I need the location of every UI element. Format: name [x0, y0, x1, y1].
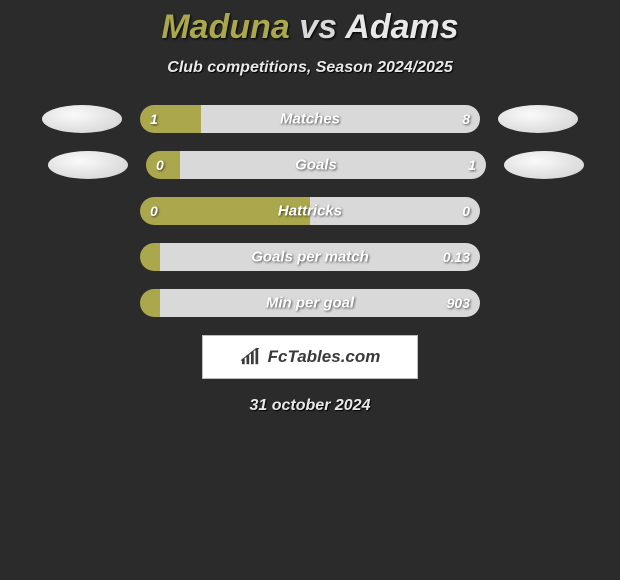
bar-chart-icon [240, 348, 262, 366]
page-title: Maduna vs Adams [0, 8, 620, 47]
spacer [498, 289, 578, 317]
stat-right-value: 8 [462, 111, 470, 127]
stat-label: Goals per match [251, 249, 369, 266]
player1-badge [48, 151, 128, 179]
player1-name: Maduna [161, 8, 289, 46]
stat-label: Goals [295, 157, 337, 174]
spacer [498, 243, 578, 271]
subtitle: Club competitions, Season 2024/2025 [0, 59, 620, 77]
stat-right-value: 0 [462, 203, 470, 219]
stat-row: Matches 1 8 [0, 105, 620, 133]
stat-right-value: 1 [468, 157, 476, 173]
stat-row: Goals 0 1 [0, 151, 620, 179]
date-text: 31 october 2024 [0, 397, 620, 415]
vs-text: vs [299, 8, 337, 46]
stat-row: Goals per match 0.13 [0, 243, 620, 271]
player1-badge [42, 105, 122, 133]
bar-right-fill [201, 105, 480, 133]
stat-label: Hattricks [278, 203, 342, 220]
stat-bar: Goals per match 0.13 [140, 243, 480, 271]
spacer [42, 243, 122, 271]
stat-row: Hattricks 0 0 [0, 197, 620, 225]
player2-name: Adams [345, 8, 458, 46]
spacer [42, 197, 122, 225]
spacer [42, 289, 122, 317]
stat-right-value: 903 [447, 295, 470, 311]
stat-right-value: 0.13 [443, 249, 470, 265]
bar-left-fill [140, 243, 160, 271]
stat-label: Matches [280, 111, 340, 128]
stat-bar: Hattricks 0 0 [140, 197, 480, 225]
stat-row: Min per goal 903 [0, 289, 620, 317]
brand-text: FcTables.com [268, 347, 381, 367]
bar-left-fill [140, 289, 160, 317]
player2-badge [504, 151, 584, 179]
stat-left-value: 0 [156, 157, 164, 173]
stats-rows: Matches 1 8 Goals 0 1 Hattricks 0 0 Goals per mat… [0, 105, 620, 317]
spacer [498, 197, 578, 225]
stat-bar: Goals 0 1 [146, 151, 486, 179]
brand-box[interactable]: FcTables.com [202, 335, 418, 379]
stat-bar: Matches 1 8 [140, 105, 480, 133]
player2-badge [498, 105, 578, 133]
stat-left-value: 1 [150, 111, 158, 127]
stat-left-value: 0 [150, 203, 158, 219]
stat-label: Min per goal [266, 295, 354, 312]
comparison-widget: Maduna vs Adams Club competitions, Seaso… [0, 0, 620, 415]
stat-bar: Min per goal 903 [140, 289, 480, 317]
